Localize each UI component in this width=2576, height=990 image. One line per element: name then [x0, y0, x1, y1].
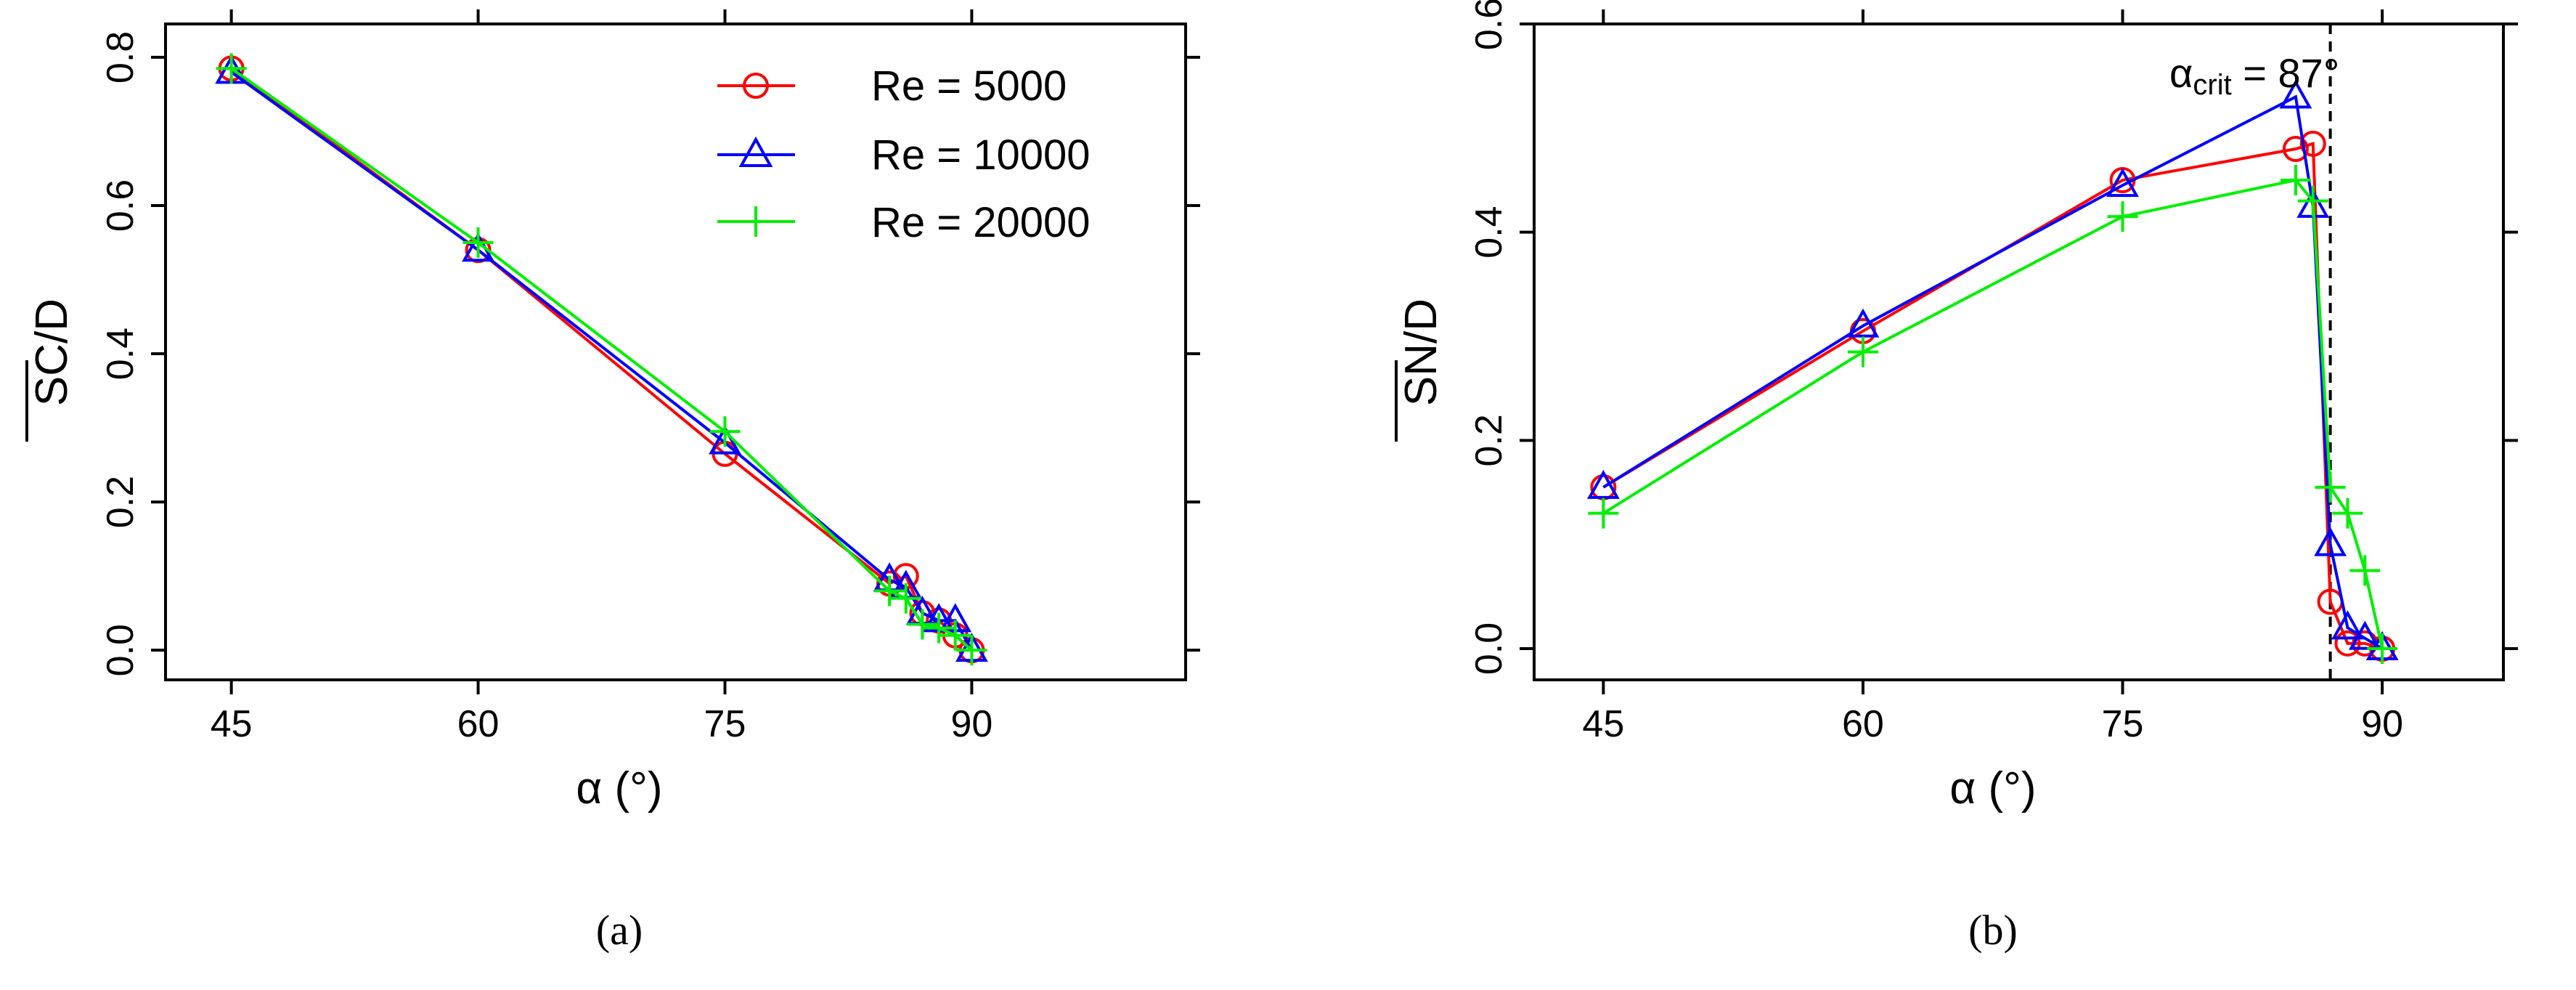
panel-a-point-re20000: [924, 612, 955, 644]
panel-b-point-re5000: [2334, 630, 2361, 657]
panel-a-point-re20000: [874, 575, 905, 606]
panel-b-point-re20000: [2315, 471, 2346, 503]
panel-a-y-label-main: SC: [27, 344, 77, 406]
panel-b-y-label-main: SN: [1396, 344, 1446, 406]
panel-a-point-re20000: [939, 620, 971, 651]
panel-b-series-re20000: [1588, 165, 2398, 664]
panel-a-x-tick-label: 75: [704, 703, 746, 745]
annot-value: = 87°: [2232, 50, 2340, 96]
panel-b-y-axis-label: SN/D: [1395, 299, 1446, 442]
panel-a-y-tick-label: 0.2: [99, 476, 142, 528]
panel-a-point-re20000: [709, 416, 741, 447]
panel-a-y-tick-label: 0.8: [99, 31, 142, 84]
panel-b-point-re10000: [2279, 79, 2312, 109]
panel-a-legend: Re = 5000 Re = 10000 Re = 20000: [717, 62, 1091, 246]
panel-a-point-re20000: [907, 609, 938, 640]
legend-label-re20000: Re = 20000: [871, 199, 1091, 246]
panel-b-point-re5000: [2282, 136, 2309, 162]
panel-b-point-re20000: [1588, 498, 1619, 529]
panel-b-y-tick-label: 0.6: [1468, 0, 1510, 50]
panel-a-point-re20000: [890, 583, 921, 614]
panel-b-point-re10000: [1846, 308, 1880, 338]
legend-label-re5000: Re = 5000: [871, 62, 1067, 110]
panel-a-y-label-suffix: /D: [27, 299, 77, 344]
panel-a-point-re10000: [709, 425, 741, 455]
panel-a-plot-frame: [164, 23, 1187, 681]
panel-b-point-re10000: [2331, 610, 2364, 640]
panel-b-x-tick-label: 45: [1582, 703, 1624, 745]
panel-b-line-re5000: [1602, 142, 2383, 650]
panel-b-series: [1586, 79, 2399, 664]
panel-b-series-re10000: [1586, 79, 2399, 660]
panel-a-y-axis-label: SC/D: [25, 299, 77, 442]
panel-b-label: (b): [1968, 906, 2018, 954]
panel-a-label: (a): [596, 906, 643, 954]
panel-b-series-re5000: [1590, 130, 2396, 662]
panel-b-y-axis: 0.0 0.2 0.4 0.6: [1468, 0, 2518, 675]
legend-label-re10000: Re = 10000: [871, 131, 1091, 179]
panel-b-point-re20000: [2349, 555, 2381, 586]
panel-b-point-re20000: [2367, 633, 2398, 664]
panel-a-x-axis: 45 60 75 90: [211, 9, 993, 745]
panel-a-chart: 0.0 0.2 0.4 0.6 0.8 45 60 75 90 Re = 5000 Re = …: [25, 9, 1200, 954]
legend-marker-re10000: [738, 136, 773, 167]
annot-alpha: α: [2169, 50, 2193, 96]
panel-a-y-tick-label: 0.0: [99, 624, 142, 676]
panel-b-plot-frame: [1533, 23, 2505, 681]
panel-b-point-re20000: [2297, 185, 2328, 216]
panel-b-point-re20000: [2280, 165, 2311, 195]
panel-b-x-tick-label: 75: [2102, 703, 2144, 745]
legend-marker-re20000: [741, 206, 771, 237]
panel-b-point-re20000: [2332, 498, 2363, 529]
panel-a-x-axis-label: α (°): [576, 763, 662, 813]
panel-b-chart: 0.00.20.40.6 45 60 75 90 αcrit = 87° α (°) …: [1395, 0, 2518, 954]
panel-b-x-tick-label: 60: [1842, 703, 1884, 745]
panel-a-point-re20000: [956, 635, 987, 666]
svg-text:SC/D: SC/D: [27, 299, 77, 406]
panel-a-point-re20000: [462, 227, 494, 258]
panel-b-line-re10000: [1602, 94, 2384, 650]
panel-b-x-axis: 45 60 75 90: [1582, 9, 2403, 745]
panel-b-x-tick-label: 90: [2361, 703, 2403, 745]
legend-marker-re5000: [743, 73, 769, 99]
panel-a-y-axis: 0.0 0.2 0.4 0.6 0.8: [99, 31, 1200, 676]
panel-b-point-re20000: [1847, 336, 1878, 368]
panel-b-critical-angle-annotation: αcrit = 87°: [2169, 50, 2339, 101]
panel-a-y-tick-label: 0.4: [99, 328, 142, 380]
panel-b-y-tick-label: 0.0: [1468, 622, 1510, 675]
panel-a-line-re20000: [230, 67, 973, 652]
panel-a-point-re20000: [216, 53, 247, 84]
panel-b-point-re10000: [2106, 168, 2139, 198]
panel-b-point-re10000: [1586, 469, 1620, 499]
svg-text:SN/D: SN/D: [1396, 299, 1446, 406]
panel-b-x-axis-label: α (°): [1949, 763, 2036, 813]
panel-b-y-tick-label: 0.4: [1468, 206, 1510, 259]
panel-b-point-re20000: [2107, 201, 2138, 232]
panel-b-y-label-suffix: /D: [1396, 299, 1446, 344]
panel-b-y-tick-label: 0.2: [1468, 414, 1510, 466]
panel-b-point-re10000: [2348, 620, 2381, 650]
panel-b-point-re5000: [2299, 130, 2326, 157]
panel-b-point-re10000: [2314, 527, 2347, 556]
panel-a-x-tick-label: 60: [457, 703, 500, 745]
panel-a-series-re20000: [216, 53, 987, 666]
annot-subscript: crit: [2193, 69, 2231, 101]
panel-a-x-tick-label: 45: [211, 703, 253, 745]
panel-a-x-tick-label: 90: [950, 703, 993, 745]
panel-a-series: [215, 53, 988, 666]
panel-a-y-tick-label: 0.6: [99, 179, 142, 232]
